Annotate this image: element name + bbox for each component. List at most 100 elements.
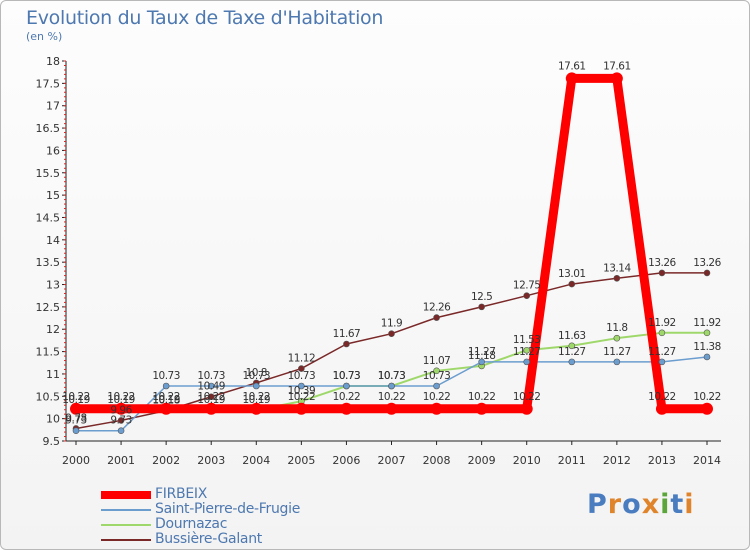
data-label: 11.27 [513,346,541,358]
data-label: 10.22 [197,391,225,403]
y-tick-label: 15 [46,189,60,202]
data-point-1 [343,382,350,390]
logo-letter: x [641,489,661,520]
data-label: 10.73 [378,370,406,382]
x-tick-label: 2012 [603,454,631,467]
x-tick-label: 2011 [558,454,586,467]
data-label: 17.61 [603,60,631,72]
data-point-3 [298,365,305,372]
legend-swatch-firbeix [101,491,151,499]
x-tick-label: 2013 [648,454,676,467]
y-tick-label: 11.5 [36,346,61,359]
legend-swatch-dournazac [101,524,151,526]
data-point-firbeix [610,72,623,85]
data-label: 10.73 [378,370,406,382]
data-point-1 [523,358,531,366]
data-label: 10.22 [333,391,361,403]
data-point-firbeix [115,402,128,415]
chart-title: Evolution du Taux de Taxe d'Habitation [26,7,384,29]
series-line-0 [71,73,712,414]
data-label: 10.73 [423,370,451,382]
data-point-3 [343,340,350,348]
x-tick-label: 2010 [513,454,541,467]
data-point-firbeix [655,402,668,415]
data-label: 10.19 [152,394,180,406]
logo-letter: o [622,489,642,520]
data-label: 10.22 [243,391,271,403]
x-tick-label: 2008 [423,454,451,467]
data-point-firbeix [475,402,488,415]
x-tick-label: 2005 [287,454,315,467]
legend-item-saint-pierre-de-frugie: Saint-Pierre-de-Frugie [101,501,361,518]
data-point-3 [658,269,666,277]
data-label: 10.19 [62,394,90,406]
y-tick-label: 11 [46,368,60,381]
data-label: 10.22 [468,391,496,403]
data-point-1 [613,358,621,366]
data-label: 10.73 [333,370,361,382]
data-label: 9.73 [110,415,131,427]
y-tick-label: 13.5 [36,256,61,269]
data-point-1 [703,353,711,361]
data-point-3 [117,417,125,424]
y-tick-label: 16.5 [36,122,61,135]
x-tick-label: 2004 [242,454,270,467]
data-label: 9.96 [110,404,132,416]
data-label: 10.22 [378,391,406,403]
logo-letter: r [607,489,623,520]
x-tick-label: 2000 [62,454,90,467]
data-label: 10.22 [423,391,451,403]
chart-subtitle: (en %) [26,30,63,43]
x-tick-label: 2006 [332,454,360,467]
y-tick-label: 16 [46,144,60,157]
legend-swatch-saint-pierre-de-frugie [101,509,151,511]
data-label: 11.18 [468,350,496,362]
y-tick-label: 9.5 [43,435,61,448]
data-point-3 [388,330,395,338]
data-point-1 [117,427,125,435]
y-tick-label: 10.5 [36,390,61,403]
data-point-2 [658,329,666,337]
data-point-3 [613,274,621,282]
data-point-firbeix [565,72,578,85]
y-tick-label: 10 [46,413,60,426]
data-label: 10.22 [152,391,180,403]
data-label: 11.38 [693,341,721,353]
data-label: 10.73 [288,370,316,382]
data-point-1 [658,358,666,366]
data-label: 13.01 [558,268,586,280]
data-point-2 [703,329,711,337]
legend-item-dournazac: Dournazac [101,516,361,533]
data-point-2 [433,367,440,375]
data-label: 10.22 [513,391,541,403]
data-label: 10.73 [243,370,271,382]
data-point-firbeix [295,402,308,415]
data-point-firbeix [385,402,398,415]
logo-letter: t [670,489,685,520]
data-point-1 [298,382,305,390]
data-label: 11.07 [423,355,451,367]
data-label: 10.22 [288,391,316,403]
logo-letter: i [660,489,671,520]
data-label: 10.18 [152,395,180,407]
legend-item-bussiere-galant: Bussière-Galant [101,531,361,548]
data-point-firbeix [701,402,713,415]
data-label: 10.73 [152,370,180,382]
data-point-1 [433,382,440,390]
legend-swatch-bussiere-galant [101,539,151,541]
data-point-1 [568,358,576,366]
data-label: 13.26 [693,257,721,269]
data-point-1 [478,358,485,366]
legend-label-dournazac: Dournazac [155,516,228,532]
data-point-2 [523,346,531,354]
data-label: 9.78 [65,412,86,424]
y-tick-label: 12 [46,323,60,336]
x-tick-label: 2002 [152,454,180,467]
data-label: 10.19 [243,394,271,406]
y-tick-label: 14 [46,234,60,247]
data-point-3 [433,314,440,321]
data-label: 10.39 [288,385,316,397]
y-tick-label: 14.5 [36,211,61,224]
data-label: 10.8 [246,367,267,379]
